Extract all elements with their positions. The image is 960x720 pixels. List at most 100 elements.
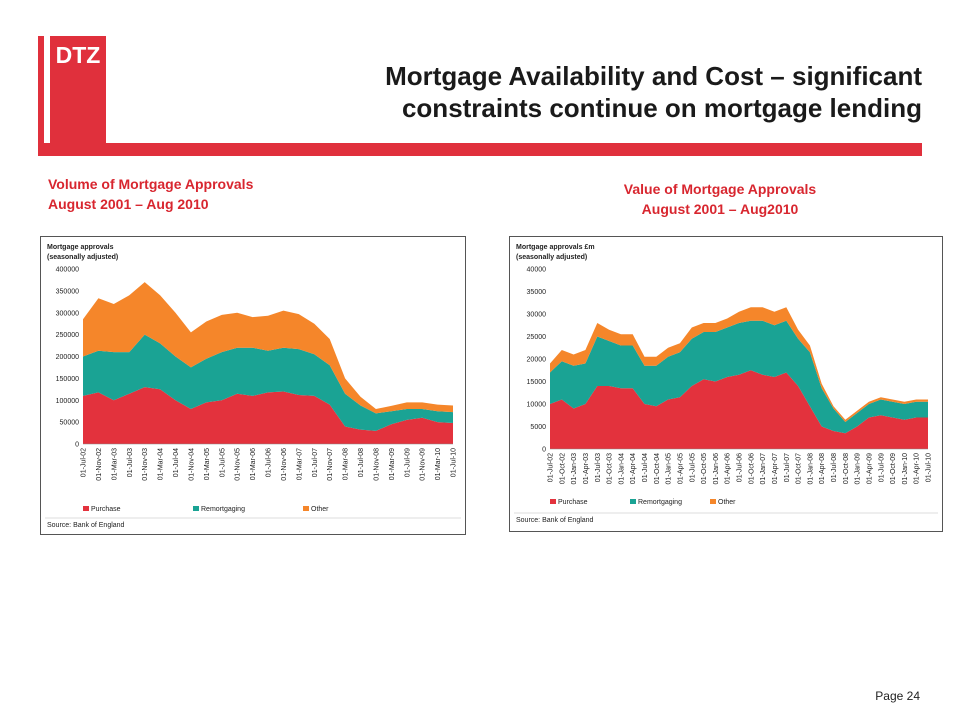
volume-chart-panel: Mortgage approvals (seasonally adjusted) 0… [40,236,466,535]
dtz-logo: DTZ [50,36,106,148]
legend-swatch-remortgaging [193,506,199,511]
series-area-remortgaging [83,334,453,431]
x-tick-label: 01-Oct-09 [890,453,897,484]
legend-label: Remortgaging [638,499,682,506]
x-tick-label: 01-Jul-05 [689,453,696,482]
y-tick-label: 50000 [60,420,80,427]
x-tick-label: 01-Jan-08 [807,453,814,485]
x-tick-label: 01-Nov-08 [373,448,380,481]
x-tick-label: 01-Jul-07 [784,453,791,482]
page-title: Mortgage Availability and Cost – signifi… [222,60,922,124]
logo-accent-bar [38,36,44,148]
x-tick-label: 01-Jul-10 [926,453,933,482]
legend-swatch-other [303,506,309,511]
x-tick-label: 01-Apr-06 [725,453,732,484]
legend-swatch-remortgaging [630,499,636,504]
x-tick-label: 01-Jul-09 [404,448,411,477]
right-heading-line-2: August 2001 – Aug2010 [641,201,799,217]
series-area-remortgaging [550,320,928,434]
y-tick-label: 250000 [56,332,79,339]
x-tick-label: 01-Apr-04 [630,453,637,484]
x-tick-label: 01-Apr-09 [866,453,873,484]
x-tick-label: 01-Apr-10 [914,453,921,484]
chart-title-line-2: (seasonally adjusted) [47,254,118,261]
series-area-purchase [83,387,453,444]
x-tick-label: 01-Jul-08 [358,448,365,477]
x-tick-label: 01-Nov-05 [235,448,242,481]
x-tick-label: 01-Jul-05 [219,448,226,477]
y-tick-label: 0 [542,447,546,454]
x-tick-label: 01-Nov-04 [188,448,195,481]
series-area-purchase [550,370,928,449]
y-tick-label: 350000 [56,288,79,295]
chart-title-line-1: Mortgage approvals [47,244,114,251]
value-chart-panel: Mortgage approvals £m (seasonally adjuste… [509,236,943,532]
x-tick-label: 01-Jul-03 [127,448,134,477]
x-tick-label: 01-Apr-07 [772,453,779,484]
title-line-2: constraints continue on mortgage lending [401,93,922,123]
x-tick-label: 01-Nov-06 [281,448,288,481]
title-divider [38,143,922,156]
legend-swatch-other [710,499,716,504]
x-tick-label: 01-Jul-04 [642,453,649,482]
x-tick-label: 01-Mar-09 [389,448,396,480]
x-tick-label: 01-Nov-03 [142,448,149,481]
legend-label: Other [718,499,736,506]
x-tick-label: 01-Nov-02 [96,448,103,481]
legend-swatch-purchase [550,499,556,504]
x-tick-label: 01-Mar-03 [111,448,118,480]
y-tick-label: 40000 [527,267,547,274]
left-chart-heading: Volume of Mortgage Approvals August 2001… [48,174,253,214]
x-tick-label: 01-Jul-06 [737,453,744,482]
chart-title-line-1: Mortgage approvals £m [516,244,595,251]
x-tick-label: 01-Mar-06 [250,448,257,480]
x-tick-label: 01-Apr-05 [677,453,684,484]
x-tick-label: 01-Oct-07 [796,453,803,484]
x-tick-label: 01-Mar-05 [204,448,211,480]
legend-label: Remortgaging [201,506,245,513]
y-tick-label: 150000 [56,376,79,383]
y-tick-label: 20000 [527,357,547,364]
y-tick-label: 25000 [527,334,547,341]
chart-title-line-2: (seasonally adjusted) [516,254,587,261]
legend-label: Purchase [91,506,121,513]
x-tick-label: 01-Mar-04 [158,448,165,480]
x-tick-label: 01-Apr-08 [819,453,826,484]
right-heading-line-1: Value of Mortgage Approvals [623,181,817,197]
x-tick-label: 01-Apr-03 [583,453,590,484]
x-tick-label: 01-Oct-03 [607,453,614,484]
x-tick-label: 01-Jan-10 [902,453,909,485]
x-tick-label: 01-Nov-07 [327,448,334,481]
title-line-1: Mortgage Availability and Cost – signifi… [385,61,922,91]
legend-swatch-purchase [83,506,89,511]
y-tick-label: 400000 [56,267,79,274]
x-tick-label: 01-Jul-04 [173,448,180,477]
x-tick-label: 01-Jan-03 [571,453,578,485]
chart-source: Source: Bank of England [516,517,594,524]
x-tick-label: 01-Jul-07 [312,448,319,477]
y-tick-label: 10000 [527,402,547,409]
y-tick-label: 35000 [527,289,547,296]
x-tick-label: 01-Jul-10 [451,448,458,477]
x-tick-label: 01-Jan-09 [855,453,862,485]
legend-label: Purchase [558,499,588,506]
right-chart-heading: Value of Mortgage Approvals August 2001 … [560,179,880,219]
chart-source: Source: Bank of England [47,522,125,529]
left-heading-line-2: August 2001 – Aug 2010 [48,196,209,212]
x-tick-label: 01-Jan-04 [618,453,625,485]
x-tick-label: 01-Jul-06 [266,448,273,477]
y-tick-label: 0 [75,442,79,449]
y-tick-label: 15000 [527,379,547,386]
series-area-other [83,282,453,414]
x-tick-label: 01-Oct-06 [748,453,755,484]
x-tick-label: 01-Mar-08 [343,448,350,480]
legend-label: Other [311,506,329,513]
logo-text: DTZ [55,42,101,68]
x-tick-label: 01-Oct-08 [843,453,850,484]
x-tick-label: 01-Mar-07 [296,448,303,480]
volume-chart: Mortgage approvals (seasonally adjusted) 0… [45,244,461,529]
x-tick-label: 01-Jul-03 [595,453,602,482]
y-tick-label: 300000 [56,310,79,317]
x-tick-label: 01-Jan-07 [760,453,767,485]
x-tick-label: 01-Jul-08 [831,453,838,482]
